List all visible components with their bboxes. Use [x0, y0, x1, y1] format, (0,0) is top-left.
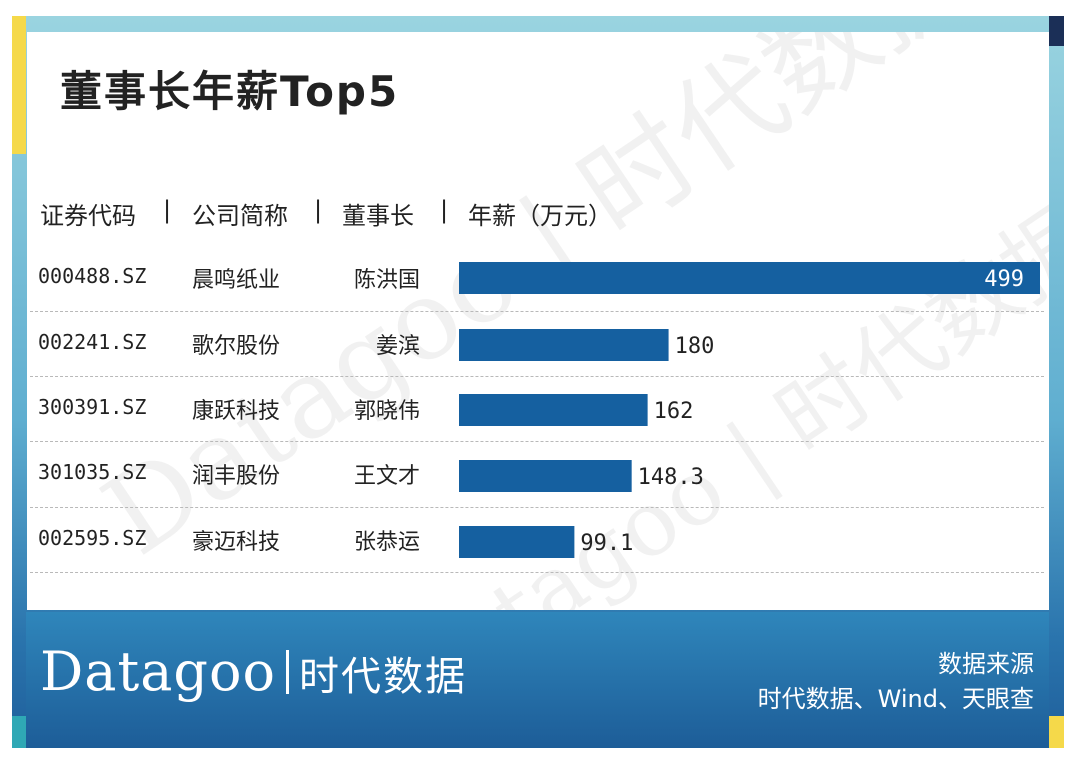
row-code: 002241.SZ	[38, 330, 147, 354]
row-chairman: 张恭运	[353, 530, 420, 555]
bar-value-label: 180	[675, 334, 715, 359]
logo-chinese: 时代数据	[298, 654, 467, 700]
bar-1	[459, 262, 1040, 294]
row-chairman: 郭晓伟	[353, 399, 420, 424]
bar-3	[459, 394, 648, 426]
row-code: 301035.SZ	[38, 460, 147, 484]
row-code: 000488.SZ	[38, 264, 147, 288]
logo-wordmark: Datagoo	[40, 640, 276, 703]
header-separator-2: |	[314, 196, 323, 224]
source-title: 数据来源	[938, 650, 1034, 678]
header-code: 证券代码	[40, 202, 136, 230]
accent-strip-right-bottom	[1049, 716, 1064, 748]
row-divider	[30, 572, 1044, 573]
row-divider	[30, 311, 1044, 312]
table-row: 301035.SZ 润丰股份 王文才	[0, 442, 1080, 507]
header-separator-1: |	[163, 196, 172, 224]
bar-value-label: 99.1	[580, 531, 633, 556]
row-company: 康跃科技	[192, 399, 281, 424]
header-salary: 年薪（万元）	[468, 202, 612, 230]
header-separator-3: |	[440, 196, 449, 224]
bar-value-label: 148.3	[638, 465, 704, 490]
table-row: 300391.SZ 康跃科技 郭晓伟	[0, 377, 1080, 442]
row-company: 润丰股份	[192, 464, 281, 489]
header-company: 公司简称	[192, 202, 288, 230]
footer-band	[26, 612, 1049, 748]
logo-divider	[285, 650, 289, 694]
table-row: 002595.SZ 豪迈科技 张恭运	[0, 508, 1080, 573]
bar-2	[459, 329, 669, 361]
row-divider	[30, 507, 1044, 508]
bar-value-label: 162	[654, 399, 694, 424]
row-chairman: 王文才	[353, 464, 420, 489]
source-text: 时代数据、Wind、天眼查	[757, 685, 1034, 713]
row-company: 晨鸣纸业	[192, 268, 281, 293]
header-chair: 董事长	[342, 202, 414, 230]
row-company: 歌尔股份	[192, 334, 281, 359]
bar-value-label: 499	[984, 267, 1024, 292]
accent-strip-left-bottom	[12, 716, 26, 748]
row-code: 002595.SZ	[38, 526, 147, 550]
row-company: 豪迈科技	[192, 530, 281, 555]
table-row: 000488.SZ 晨鸣纸业 陈洪国	[0, 246, 1080, 311]
bar-4	[459, 460, 632, 492]
table-row: 002241.SZ 歌尔股份 姜滨	[0, 312, 1080, 377]
chart-title: 董事长年薪Top5	[60, 67, 400, 116]
chart-panel: Datagoo | 时代数据 Datagoo | 时代数据	[27, 32, 1049, 610]
row-divider	[30, 441, 1044, 442]
accent-strip-right-top	[1049, 16, 1064, 46]
row-divider	[30, 376, 1044, 377]
accent-strip-left-top	[12, 16, 26, 154]
row-chairman: 陈洪国	[353, 268, 420, 293]
row-chairman: 姜滨	[375, 334, 420, 359]
footer-logo: Datagoo 时代数据	[40, 640, 467, 703]
row-code: 300391.SZ	[38, 395, 147, 419]
bar-5	[459, 526, 575, 558]
